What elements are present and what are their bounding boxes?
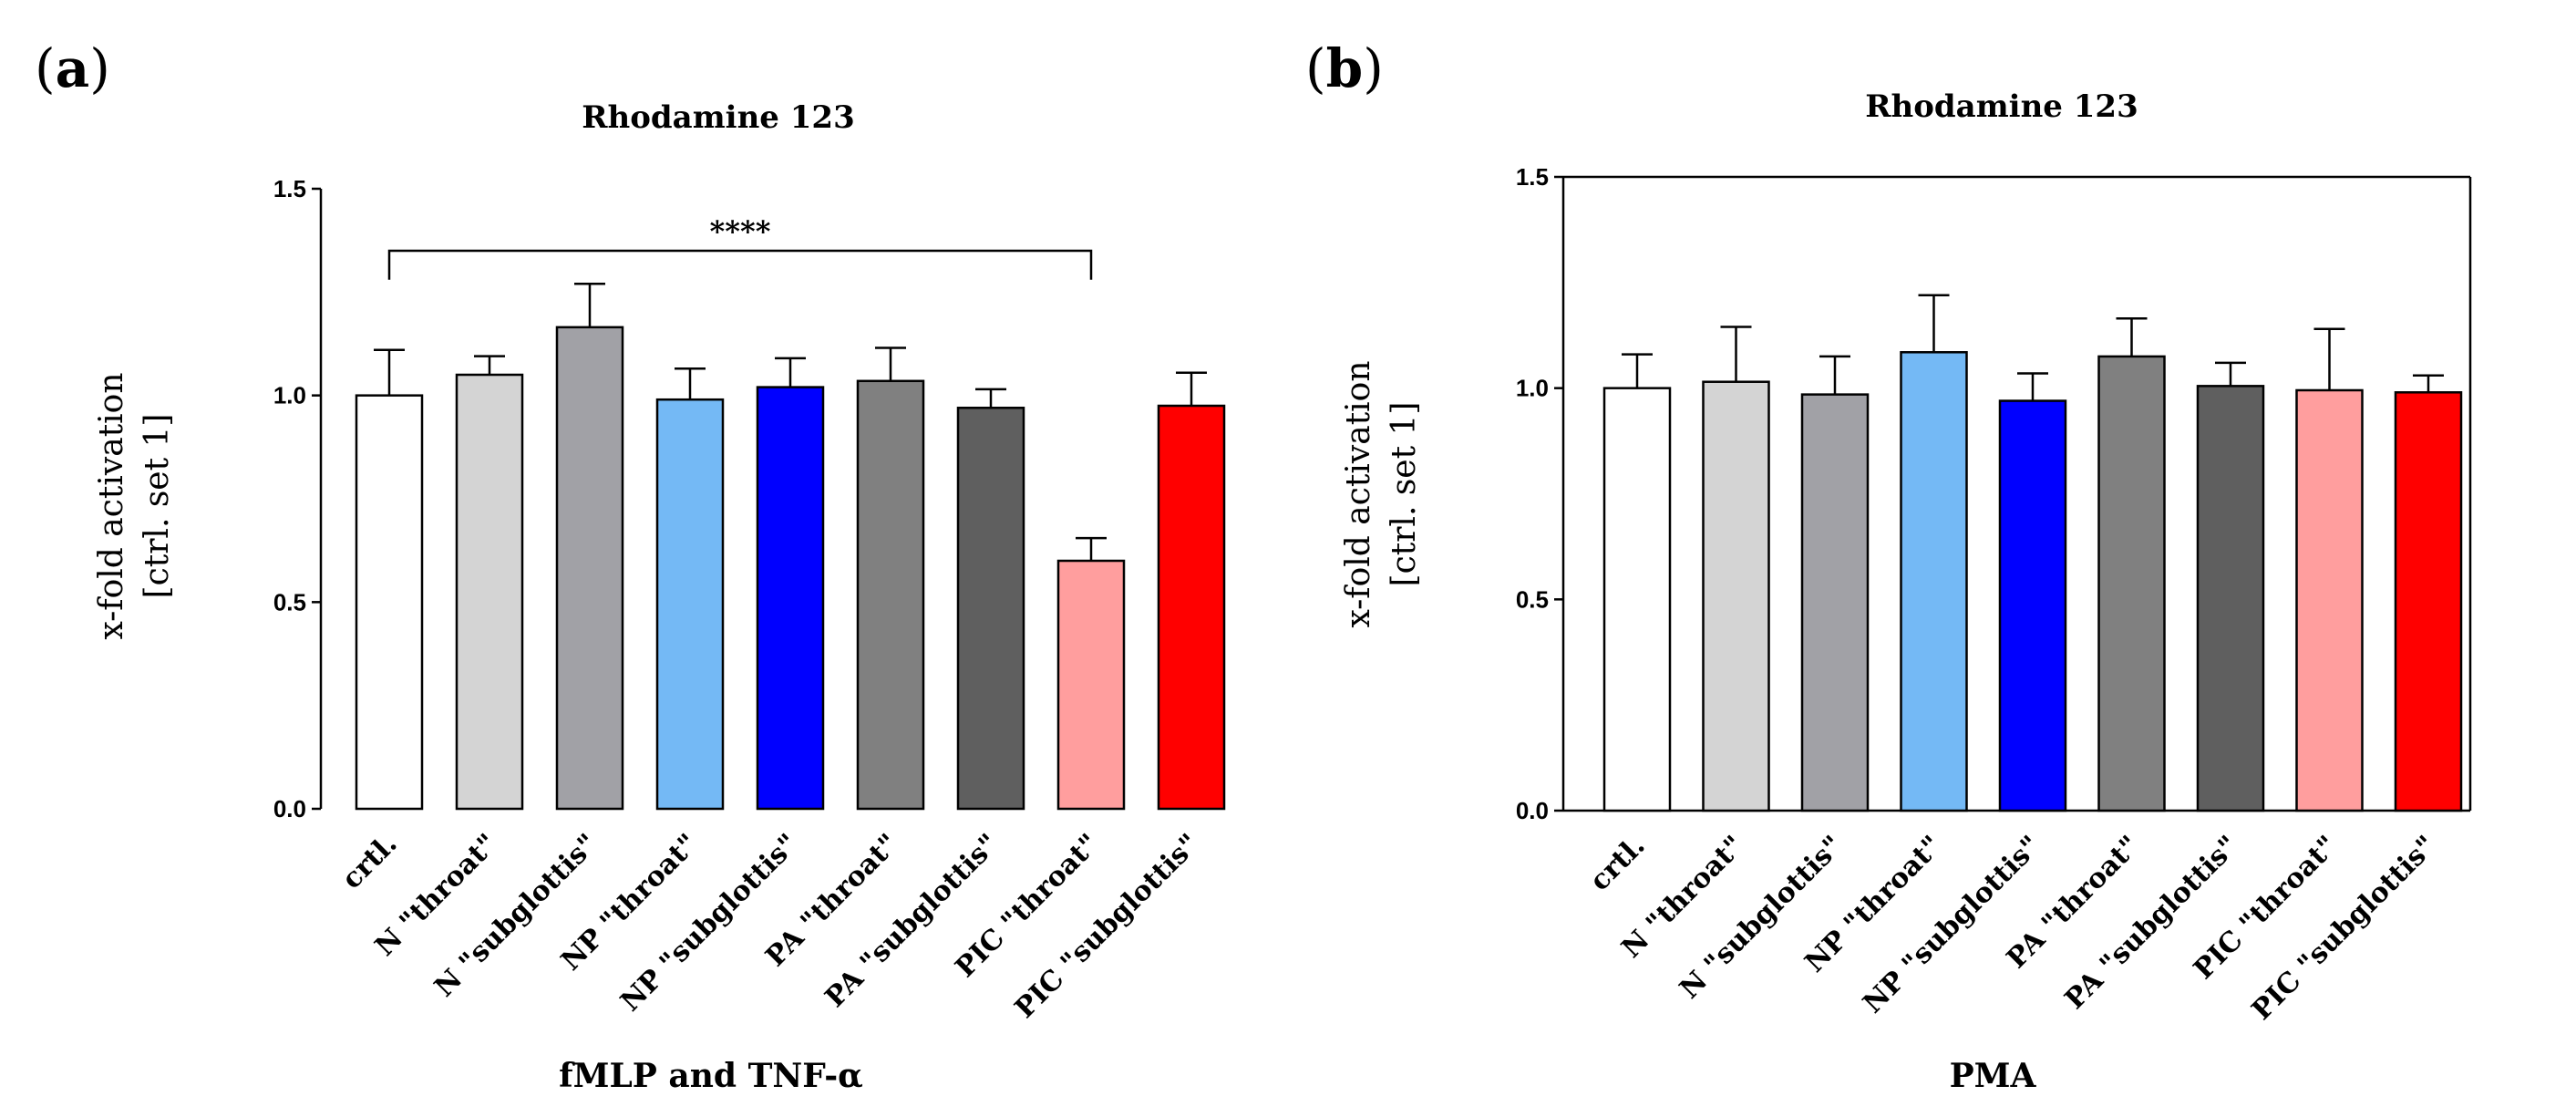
bar-b	[2394, 391, 2463, 812]
x-tick-label-b: PA "subglottis"	[2059, 830, 2245, 1016]
x-tick-label-a: PIC "subglottis"	[1009, 828, 1206, 1025]
bar-a	[756, 386, 825, 811]
x-tick-label-a: PA "subglottis"	[819, 828, 1005, 1014]
panel-label-b: (b)	[1305, 37, 1384, 99]
bar-a	[956, 407, 1025, 811]
bar-a	[455, 373, 524, 811]
significance-label-a: ****	[710, 214, 771, 249]
bar-b	[1800, 393, 1870, 812]
panel-label-a: (a)	[35, 37, 110, 99]
x-tick-label-a: crtl.	[336, 828, 404, 895]
bar-b	[1702, 380, 1770, 812]
x-tick-label-b: crtl.	[1584, 830, 1652, 897]
x-tick-label-b: NP "subglottis"	[1857, 830, 2046, 1019]
bar-a	[856, 379, 925, 811]
y-tick-label-a: 0.0	[273, 795, 306, 822]
x-tick-label-b: PIC "subglottis"	[2246, 830, 2443, 1027]
bar-b	[2097, 355, 2166, 812]
y-tick-label-a: 0.5	[273, 588, 306, 615]
y-axis-label-b-line1: x-fold activation	[1340, 360, 1377, 627]
y-tick-label-b: 1.5	[1516, 163, 1549, 191]
bar-b	[1900, 351, 1968, 812]
x-axis-label-b: PMA	[1950, 1057, 2037, 1095]
x-axis-label-a: fMLP and TNF-α	[559, 1057, 863, 1095]
y-tick-label-b: 1.0	[1516, 375, 1549, 402]
significance-bracket-a	[387, 249, 1093, 280]
bar-a	[655, 398, 725, 811]
chart-title-b: Rhodamine 123	[1865, 88, 2138, 125]
y-tick-label-a: 1.0	[273, 382, 306, 409]
bar-b	[2196, 385, 2265, 812]
y-axis-label-a-line1: x-fold activation	[93, 372, 130, 639]
y-axis-label-b-line2: [ctrl. set 1]	[1386, 402, 1423, 587]
bar-b	[1998, 399, 2067, 812]
bar-b	[1602, 387, 1672, 812]
bar-a	[555, 326, 624, 811]
chart-title-a: Rhodamine 123	[582, 99, 855, 136]
bar-a	[1056, 559, 1126, 811]
x-tick-label-a: NP "subglottis"	[614, 828, 804, 1018]
bar-a	[355, 394, 424, 811]
y-tick-label-b: 0.0	[1516, 797, 1549, 824]
bar-a	[1157, 404, 1226, 811]
y-tick-label-a: 1.5	[273, 175, 306, 202]
y-tick-label-b: 0.5	[1516, 585, 1549, 613]
bar-b	[2295, 388, 2364, 812]
x-tick-label-b: N "subglottis"	[1674, 830, 1849, 1005]
y-axis-label-a-line2: [ctrl. set 1]	[139, 414, 176, 599]
